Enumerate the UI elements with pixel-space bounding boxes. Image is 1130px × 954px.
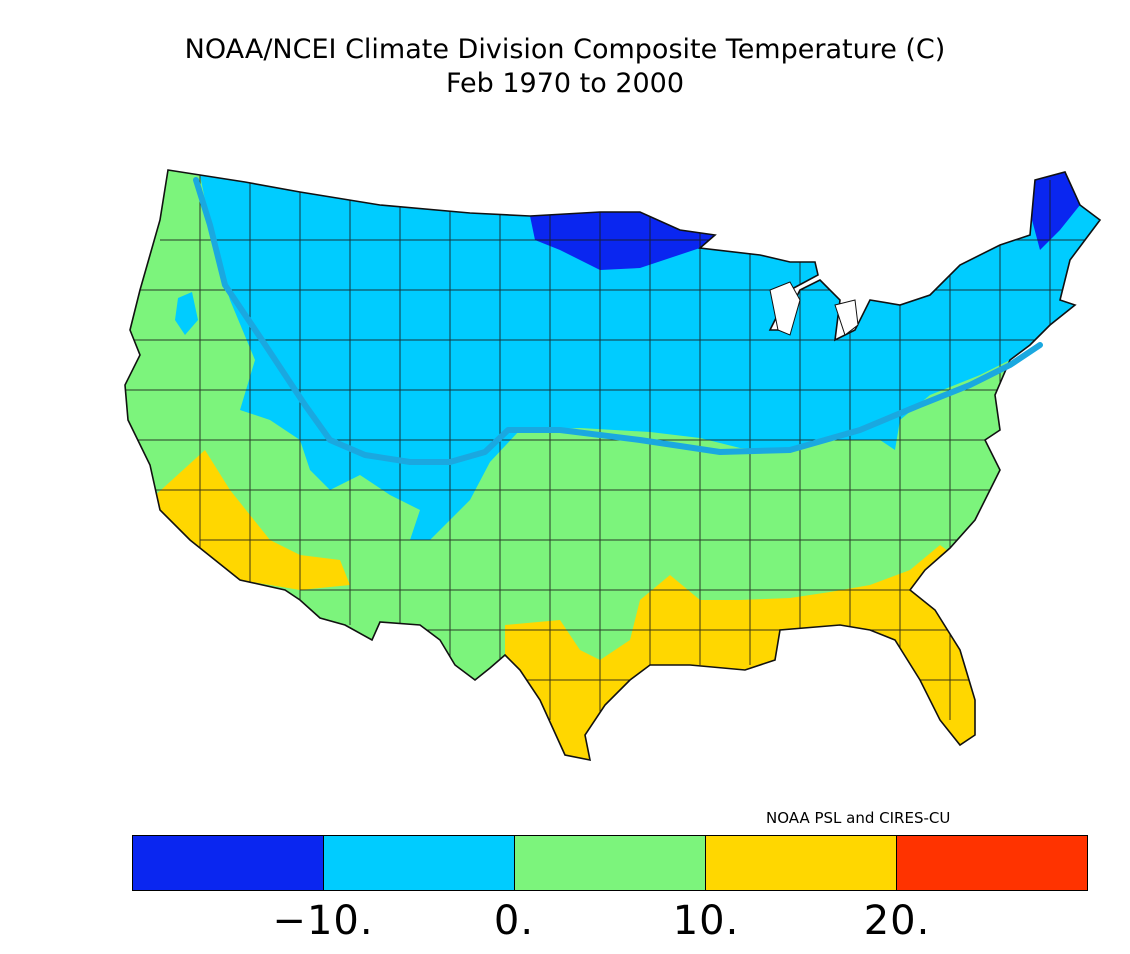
us-temperature-map: [124, 169, 1101, 761]
legend-swatch-above-20: [897, 836, 1087, 890]
legend-tick-minus-10: −10.: [272, 898, 374, 944]
map-subtitle: Feb 1970 to 2000: [445, 68, 685, 99]
legend-tick-10: 10.: [672, 898, 740, 944]
legend-swatch-10-to-20: [706, 836, 897, 890]
color-legend-bar: [132, 835, 1088, 891]
data-credit: NOAA PSL and CIRES-CU: [766, 809, 951, 827]
legend-swatch-0-to-10: [515, 836, 706, 890]
legend-swatch-minus-10-to-0: [324, 836, 515, 890]
legend-tick-20: 20.: [863, 898, 931, 944]
legend-tick-0: 0.: [493, 898, 535, 944]
legend-swatch-below-minus-10: [133, 836, 324, 890]
map-title: NOAA/NCEI Climate Division Composite Tem…: [184, 34, 946, 65]
